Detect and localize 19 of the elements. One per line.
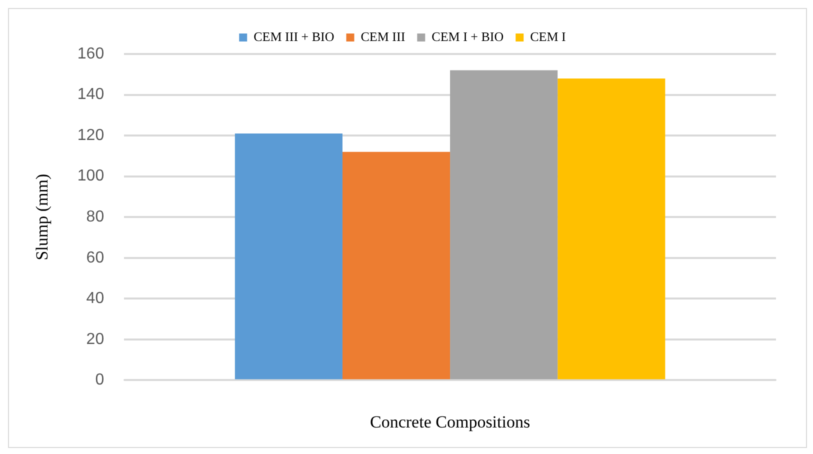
bar bbox=[450, 70, 558, 380]
legend-label: CEM I + BIO bbox=[432, 28, 504, 44]
y-axis-title: Slump (mm) bbox=[32, 174, 52, 260]
legend-label: CEM III + BIO bbox=[254, 28, 334, 44]
y-tick-label: 100 bbox=[77, 168, 104, 185]
y-tick-label: 20 bbox=[86, 330, 104, 348]
bar bbox=[558, 78, 666, 380]
y-tick-label: 0 bbox=[95, 372, 104, 389]
y-tick-label: 40 bbox=[86, 290, 104, 308]
y-tick-label: 120 bbox=[77, 126, 104, 144]
legend-label: CEM III bbox=[360, 28, 406, 44]
x-axis-title: Concrete Compositions bbox=[370, 412, 530, 432]
legend-label: CEM I bbox=[530, 28, 566, 44]
bar bbox=[342, 152, 450, 380]
bar bbox=[234, 134, 342, 380]
y-tick-label: 80 bbox=[86, 208, 104, 226]
y-tick-label: 60 bbox=[86, 249, 104, 266]
y-tick-label: 140 bbox=[77, 86, 104, 104]
y-tick-label: 160 bbox=[77, 45, 104, 62]
